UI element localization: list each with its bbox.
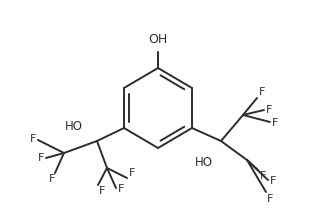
Text: F: F xyxy=(267,194,273,204)
Text: F: F xyxy=(99,186,105,196)
Text: F: F xyxy=(30,134,36,144)
Text: F: F xyxy=(118,184,125,194)
Text: HO: HO xyxy=(65,120,83,132)
Text: F: F xyxy=(270,176,276,186)
Text: F: F xyxy=(49,174,55,184)
Text: F: F xyxy=(38,153,44,163)
Text: OH: OH xyxy=(149,33,167,46)
Text: F: F xyxy=(260,171,266,181)
Text: F: F xyxy=(272,118,278,128)
Text: HO: HO xyxy=(195,157,213,169)
Text: F: F xyxy=(129,168,135,178)
Text: F: F xyxy=(259,87,265,97)
Text: F: F xyxy=(266,105,272,115)
